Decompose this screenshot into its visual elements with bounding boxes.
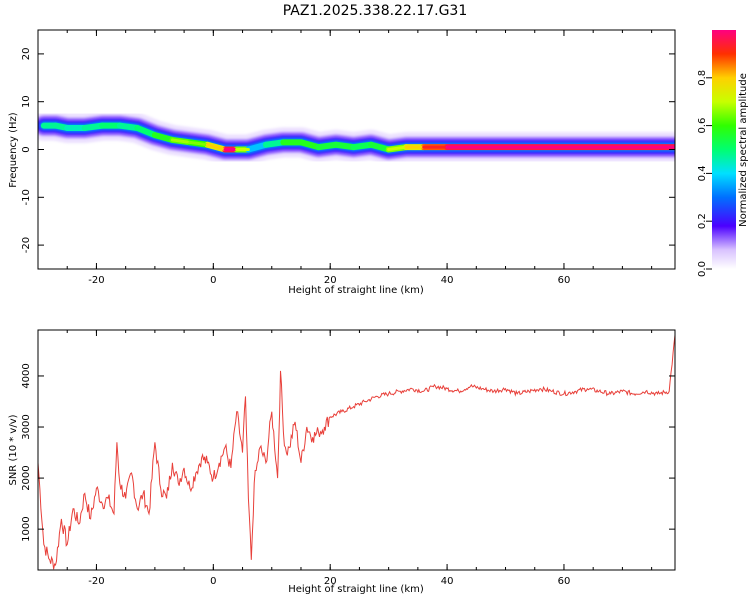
colorbar-tick-label: 0.4	[697, 165, 708, 181]
snr-x-tick-label: 0	[210, 576, 216, 587]
colorbar-tick-label: 0.8	[697, 70, 708, 86]
spectrogram-y-tick-label: 20	[21, 48, 32, 61]
snr-x-tick-label: 20	[324, 576, 337, 587]
colorbar-tick-label: 0.2	[697, 213, 708, 229]
spectrogram-ridge-core	[188, 140, 209, 147]
spectrogram-y-tick-label: 0	[21, 146, 32, 152]
spectrogram-ridge-segment	[297, 139, 322, 151]
snr-x-axis: -20 0 20 40 60	[37, 330, 653, 587]
snr-series-line	[38, 335, 675, 570]
colorbar-label: Normalized spectral amplitude	[738, 73, 749, 227]
spectrogram-panel: -20 0 20 40 60 -20 -10 0 10 20 Height of straigh…	[8, 29, 676, 296]
snr-y-tick-label: 4000	[21, 363, 32, 388]
spectrogram-x-tick-label: 40	[441, 275, 454, 286]
spectrogram-x-label: Height of straight line (km)	[288, 285, 424, 296]
spectrogram-x-axis: -20 0 20 40 60	[37, 30, 653, 286]
snr-y-tick-label: 1000	[21, 516, 32, 541]
spectrogram-y-tick-label: -20	[21, 237, 32, 253]
snr-x-label: Height of straight line (km)	[288, 584, 424, 595]
colorbar-ticks: 0.0 0.2 0.4 0.6 0.8	[697, 70, 712, 277]
snr-x-tick-label: -20	[88, 576, 104, 587]
spectrogram-ridge-core	[387, 145, 408, 151]
snr-panel: -20 0 20 40 60 1000 2000 3000 4000 Height of st…	[8, 329, 676, 595]
spectrogram-x-tick-label: 20	[324, 275, 337, 286]
colorbar-tick-label: 0.6	[697, 118, 708, 134]
spectrogram-x-tick-label: -20	[88, 275, 104, 286]
snr-y-tick-label: 2000	[21, 465, 32, 490]
snr-y-tick-label: 3000	[21, 414, 32, 439]
spectrogram-ridge-segment	[368, 141, 392, 153]
snr-y-label: SNR (10 * v/v)	[8, 414, 19, 485]
spectrogram-ridge-core	[205, 143, 227, 151]
spectrogram-x-tick-label: 60	[558, 275, 571, 286]
snr-x-tick-label: 60	[558, 576, 571, 587]
snr-y-axis: 1000 2000 3000 4000	[21, 363, 675, 542]
colorbar: 0.0 0.2 0.4 0.6 0.8 Normalized spectral ampl…	[697, 30, 749, 277]
snr-background	[38, 330, 675, 570]
spectrogram-y-axis: -20 -10 0 10 20	[21, 48, 675, 253]
snr-x-tick-label: 40	[441, 576, 454, 587]
spectrogram-y-tick-label: -10	[21, 189, 32, 205]
spectrogram-ridge	[38, 110, 675, 165]
figure-title: PAZ1.2025.338.22.17.G31	[283, 3, 468, 19]
spectrogram-y-tick-label: 10	[21, 95, 32, 108]
spectrogram-y-label: Frequency (Hz)	[8, 112, 19, 188]
spectrogram-x-tick-label: 0	[210, 275, 216, 286]
spectrogram-ridge-segment	[134, 124, 158, 139]
colorbar-gradient	[712, 30, 736, 269]
spectrogram-ridge-segment	[151, 132, 176, 143]
snr-frame	[37, 329, 676, 571]
spectrogram-ridge-segment	[245, 141, 269, 153]
spectrogram-ridge-core	[170, 138, 192, 144]
colorbar-tick-label: 0.0	[697, 261, 708, 277]
